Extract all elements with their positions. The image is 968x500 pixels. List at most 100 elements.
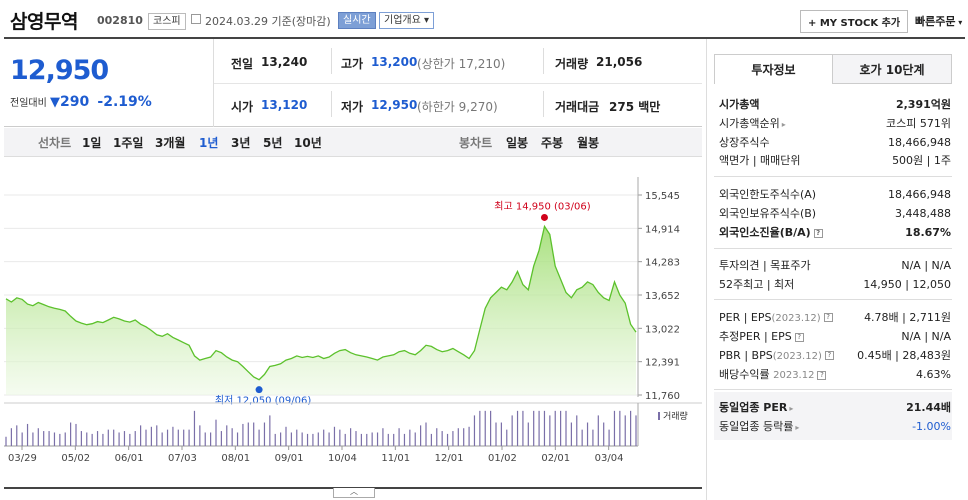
volume-bar <box>236 432 239 446</box>
volume-bar <box>344 433 346 446</box>
volume-bar <box>570 422 572 446</box>
x-tick-label: 05/02 <box>61 453 90 464</box>
sector-box <box>714 392 952 440</box>
high-annotation: 최고 14,950 (03/06) <box>494 200 590 212</box>
volume-bar <box>21 432 23 446</box>
help-icon[interactable]: ? <box>824 351 834 360</box>
high-marker <box>540 213 548 221</box>
volume-bar <box>500 422 502 446</box>
volume-bar <box>107 429 109 446</box>
volume-bar <box>134 431 136 446</box>
volume-bar <box>150 426 152 446</box>
volume-bar <box>592 429 594 446</box>
change-row: 전일대비 ▼290 -2.19% <box>10 94 152 110</box>
help-icon[interactable]: ? <box>813 228 823 238</box>
volume-bar <box>554 410 556 446</box>
volume-bar <box>586 422 589 446</box>
company-name: 삼영무역 <box>10 11 78 33</box>
arrow-right-icon[interactable]: ▸ <box>795 423 800 432</box>
volume-bar <box>199 425 201 446</box>
shares-row: 상장주식수 18,466,948 <box>719 133 951 151</box>
sector-per-label: 동일업종 PER <box>719 401 788 414</box>
price-summary <box>4 39 702 127</box>
period-3m[interactable]: 3개월 <box>155 136 186 150</box>
my-stock-button[interactable]: + MY STOCK 추가 <box>800 10 909 33</box>
eper-value: N/A | N/A <box>901 329 951 343</box>
x-tick-label: 12/01 <box>435 453 464 464</box>
tab-hoga[interactable]: 호가 10단계 <box>833 54 952 84</box>
foreign-hold-row: 외국인보유주식수(B) 3,448,488 <box>719 204 951 222</box>
change-value: 290 <box>60 94 90 110</box>
volume-bar <box>296 429 298 446</box>
volume-bar <box>603 422 605 446</box>
par-value: 500원 | 1주 <box>892 154 951 167</box>
volume-bar <box>527 422 529 446</box>
divider <box>714 248 952 249</box>
volume-bar <box>613 410 616 446</box>
volume-bar <box>145 429 147 446</box>
volume-bar <box>129 433 131 446</box>
period-1y[interactable]: 1년 <box>199 136 219 150</box>
tab-invest-info[interactable]: 투자정보 <box>714 54 833 84</box>
period-1w[interactable]: 1주일 <box>113 136 144 150</box>
candle-weekly[interactable]: 주봉 <box>541 136 564 150</box>
high-value: 13,200 <box>371 55 418 69</box>
y-tick-label: 11,760 <box>645 391 680 402</box>
volume-bar <box>382 428 384 446</box>
divider <box>213 39 214 127</box>
overview-dropdown[interactable]: 기업개요 ▾ <box>379 12 435 29</box>
volume-bar <box>172 426 174 446</box>
volume-bar <box>258 429 260 446</box>
candle-monthly[interactable]: 월봉 <box>577 136 600 150</box>
volume-bar <box>16 425 18 446</box>
volume-bars: 거래량 <box>4 402 702 447</box>
volume-bar <box>560 410 562 446</box>
down-arrow-icon: ▼ <box>50 95 60 110</box>
volume-bar <box>457 428 459 446</box>
foreign-hold-value: 3,448,488 <box>895 206 951 220</box>
per-row: PER | EPS(2023.12)? 4.78배 | 2,711원 <box>719 308 951 326</box>
volume-bar <box>91 433 93 446</box>
volume-bar <box>263 422 266 446</box>
y-axis-labels: 15,545 14,914 14,283 13,652 13,022 12,391 11,7… <box>645 191 680 402</box>
quick-order-link[interactable]: 빠른주문 ▾ <box>915 13 962 29</box>
volume-bar <box>538 410 540 446</box>
arrow-right-icon[interactable]: ▸ <box>789 404 794 413</box>
period-10y[interactable]: 10년 <box>294 136 322 150</box>
volume-bar <box>624 415 626 446</box>
volume-legend-swatch <box>658 412 660 420</box>
volume-bar <box>533 410 535 446</box>
period-3y[interactable]: 3년 <box>231 136 251 150</box>
volume-bar <box>215 419 217 446</box>
collapse-handle[interactable]: ︿ <box>333 488 375 498</box>
help-icon[interactable]: ? <box>817 370 827 380</box>
price-chart[interactable]: 15,545 14,914 14,283 13,652 13,022 12,391 11,7… <box>4 157 702 487</box>
volume-bar <box>188 429 190 446</box>
date-text: 2024.03.29 기준(장마감) <box>205 15 331 28</box>
volume-bar <box>371 432 373 446</box>
help-icon[interactable]: ? <box>823 313 833 322</box>
volume-bar <box>581 429 583 446</box>
volume-bar <box>37 428 39 446</box>
arrow-right-icon[interactable]: ▸ <box>781 120 786 129</box>
live-tag[interactable]: 실시간 <box>338 12 376 29</box>
volume-bar <box>463 428 465 446</box>
per-value: 4.78배 | 2,711원 <box>864 311 951 324</box>
x-tick-label: 01/02 <box>488 453 517 464</box>
divider <box>714 389 952 390</box>
low-value: 12,950 <box>371 98 418 112</box>
period-1d[interactable]: 1일 <box>82 136 102 150</box>
foreign-rate-row: 외국인소진율(B/A)? 18.67% <box>719 223 951 241</box>
foreign-rate-value: 18.67% <box>905 225 951 239</box>
volume-bar <box>549 415 551 446</box>
high-low-markers: 최고 14,950 (03/06) 최저 12,050 (09/06) <box>215 200 591 406</box>
help-icon[interactable]: ? <box>794 332 804 342</box>
shares-label: 상장주식수 <box>719 136 770 149</box>
period-5y[interactable]: 5년 <box>263 136 283 150</box>
divider <box>331 48 332 74</box>
pbr-row: PBR | BPS(2023.12)? 0.45배 | 28,483원 <box>719 346 951 364</box>
x-axis-labels: 03/29 05/02 06/01 07/03 08/01 09/01 10/04 11/01… <box>8 446 623 464</box>
volume-bar <box>328 432 330 446</box>
candle-daily[interactable]: 일봉 <box>506 136 529 150</box>
w52-row: 52주최고 | 최저 14,950 | 12,050 <box>719 275 951 293</box>
